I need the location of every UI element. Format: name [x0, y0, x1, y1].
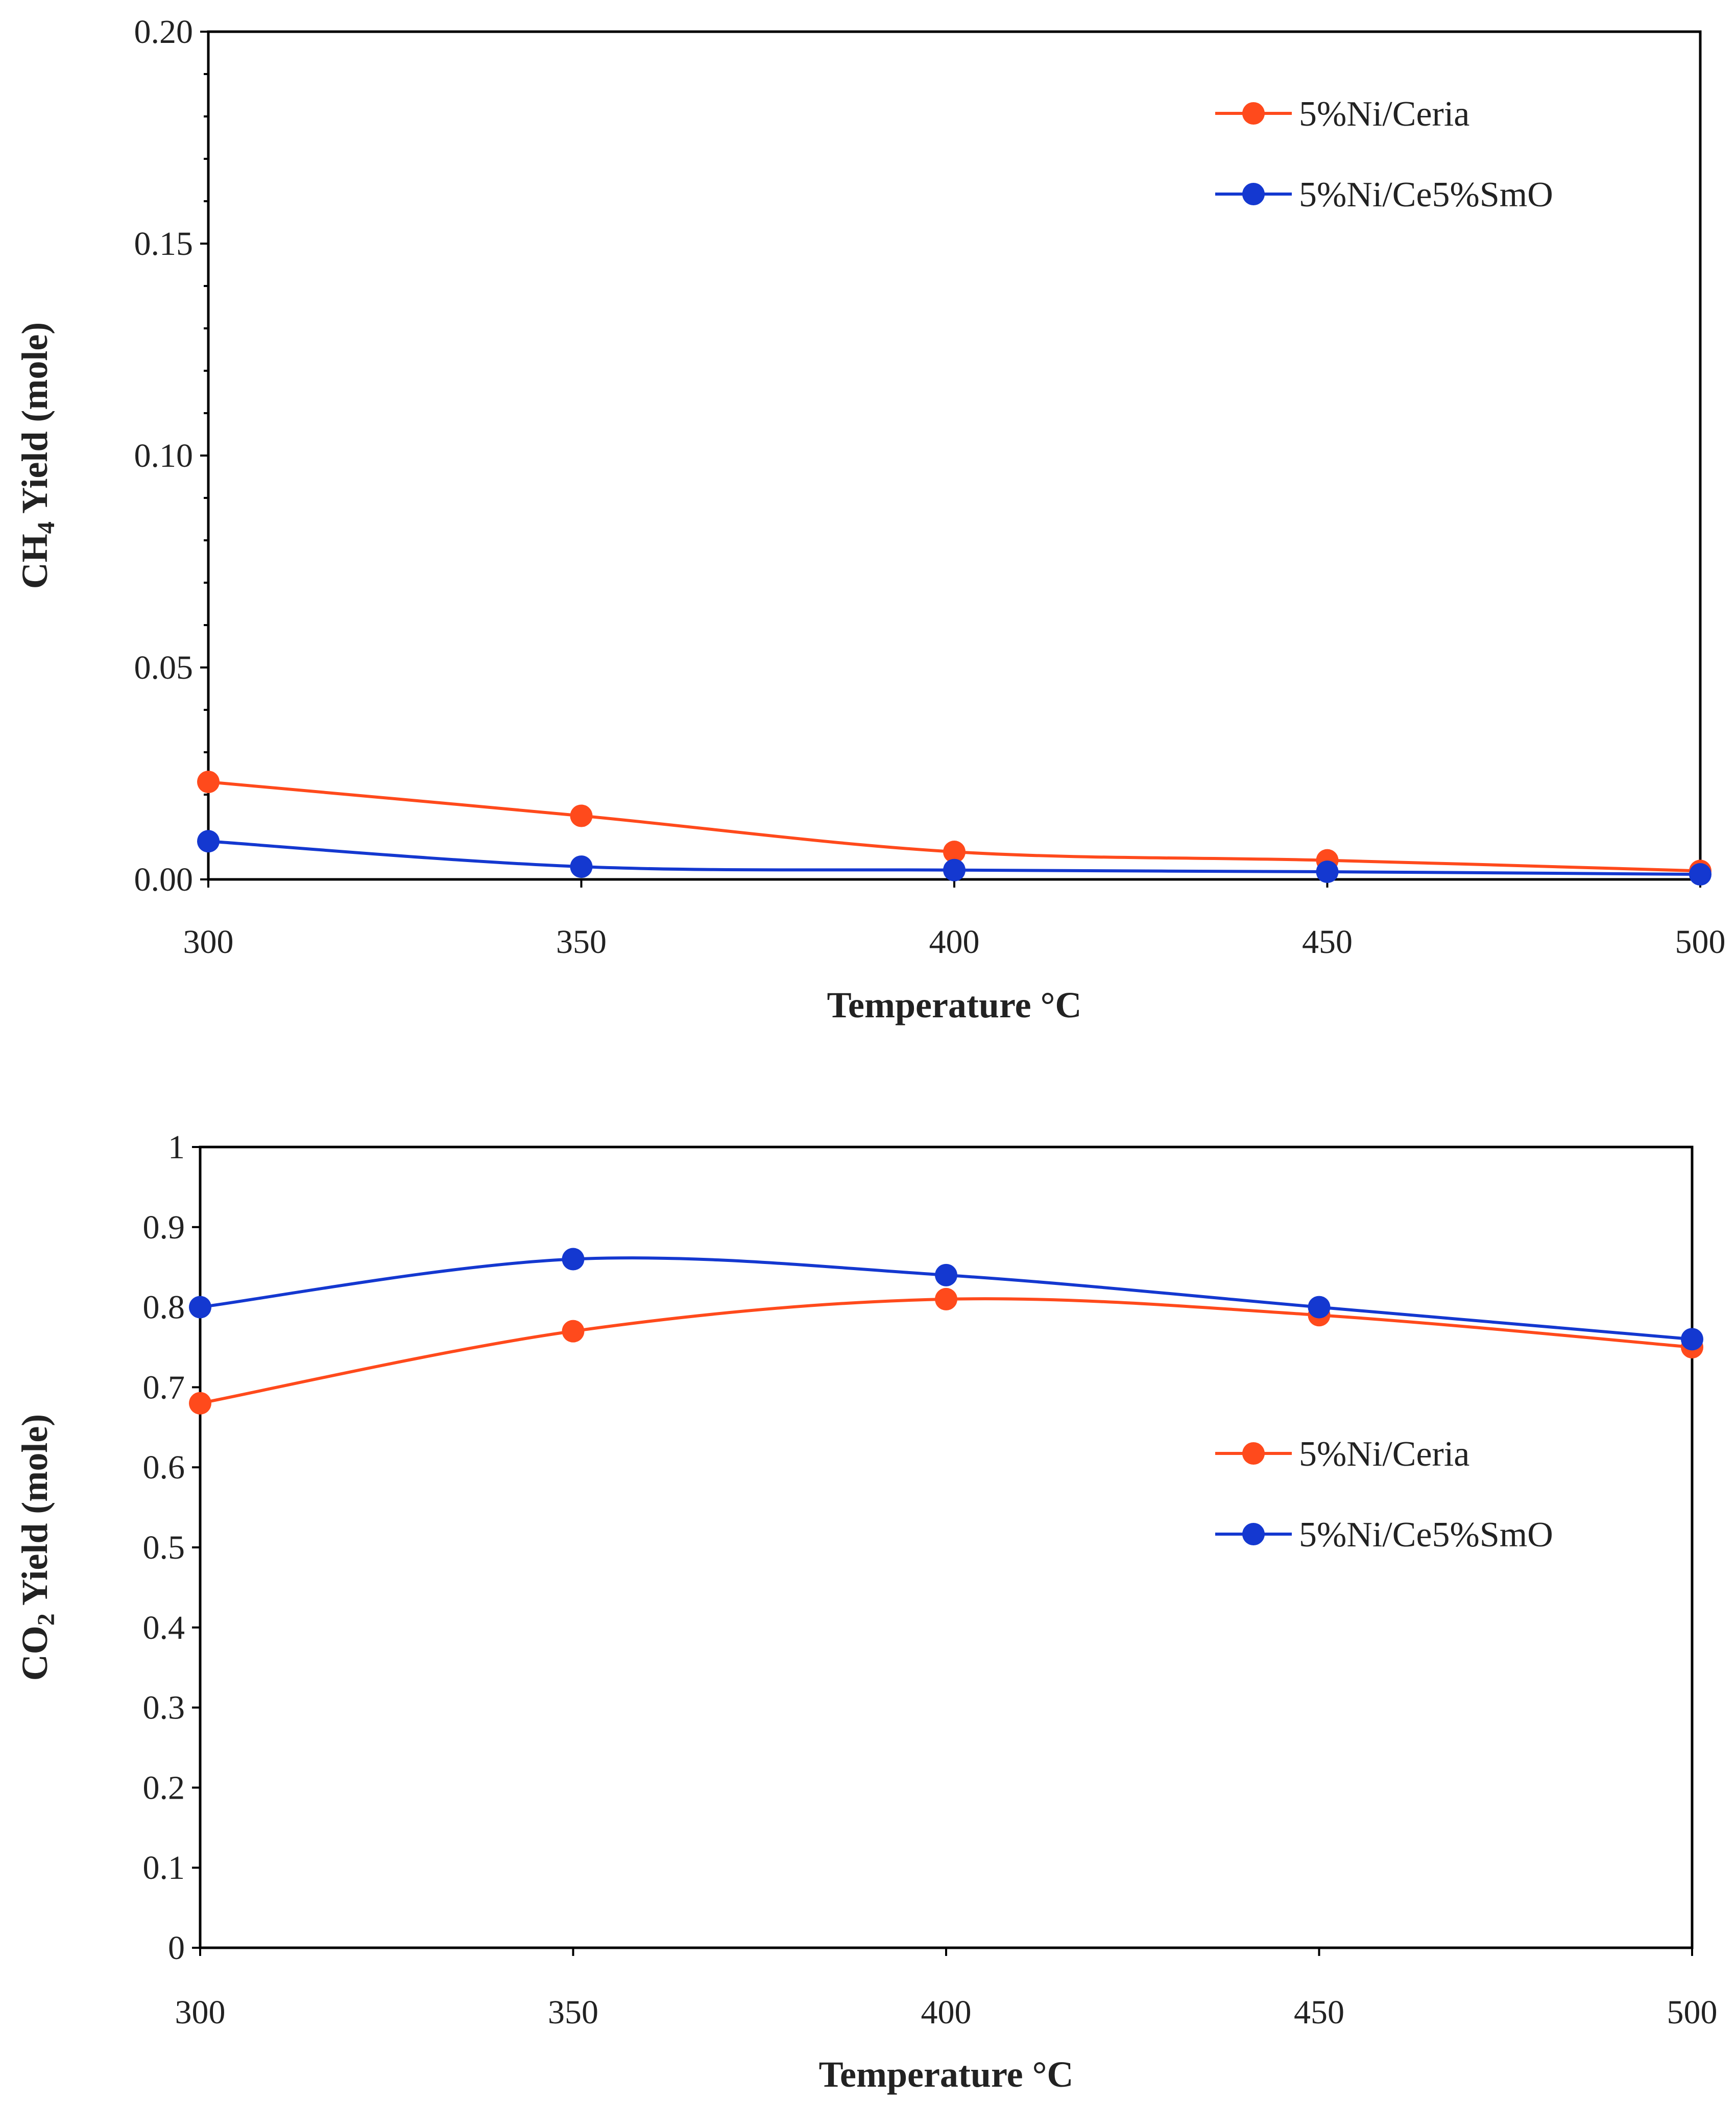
legend-label: 5%Ni/Ceria [1299, 1435, 1469, 1474]
data-point-ce5smo [1308, 1296, 1331, 1319]
y-tick-label: 0.15 [134, 225, 194, 262]
data-point-ce5smo [189, 1296, 211, 1319]
data-point-ceria [570, 804, 593, 827]
x-tick-label: 500 [1667, 1994, 1718, 2031]
y-tick-label: 0.3 [143, 1689, 185, 1727]
data-point-ceria [189, 1392, 211, 1415]
y-tick-label: 0.7 [143, 1369, 185, 1406]
y-tick-label: 1 [168, 1129, 185, 1166]
data-point-ce5smo [943, 858, 966, 881]
legend-marker [1242, 183, 1265, 205]
y-tick-label: 0.05 [134, 649, 194, 686]
data-point-ce5smo [562, 1248, 585, 1271]
legend-label: 5%Ni/Ce5%SmO [1299, 1515, 1553, 1555]
x-tick-label: 500 [1675, 923, 1726, 961]
x-tick-label: 350 [556, 923, 607, 961]
data-point-ceria [562, 1320, 585, 1343]
data-point-ce5smo [197, 830, 220, 853]
legend-marker [1242, 1442, 1265, 1465]
y-tick-label: 0.00 [134, 861, 194, 898]
x-tick-label: 300 [175, 1994, 226, 2031]
legend-marker [1242, 102, 1265, 125]
y-tick-label: 0.6 [143, 1449, 185, 1486]
x-tick-label: 300 [183, 923, 234, 961]
data-point-ce5smo [1316, 861, 1339, 883]
data-point-ceria [197, 771, 220, 794]
data-point-ce5smo [570, 855, 593, 878]
x-tick-label: 450 [1294, 1994, 1344, 2031]
y-axis-title: CO2 Yield (mole) [14, 1414, 60, 1681]
y-tick-label: 0.1 [143, 1849, 185, 1886]
y-tick-label: 0.4 [143, 1609, 185, 1646]
x-tick-label: 450 [1302, 923, 1353, 961]
legend-label: 5%Ni/Ceria [1299, 94, 1469, 134]
data-point-ceria [935, 1287, 957, 1310]
plot-frame [207, 30, 1702, 881]
y-tick-label: 0.20 [134, 13, 194, 51]
co2-yield-chart: 0 0.1 0.2 0.3 0.4 0.5 0.6 0.7 0.8 0.9 1 300 350 400 45… [14, 1129, 1718, 2095]
y-axis-title: CH4 Yield (mole) [14, 322, 60, 589]
y-tick-label: 0.8 [143, 1289, 185, 1326]
data-point-ce5smo [1689, 863, 1711, 886]
data-point-ce5smo [1681, 1328, 1703, 1351]
x-tick-label: 400 [921, 1994, 972, 2031]
series-line-ceria [200, 1297, 1693, 1405]
y-tick-label: 0 [168, 1929, 185, 1967]
y-tick-label: 0.9 [143, 1209, 185, 1246]
x-axis-title: Temperature °C [819, 2054, 1074, 2095]
data-point-ceria [943, 841, 966, 864]
legend-marker [1242, 1523, 1265, 1545]
ch4-yield-chart: 0.00 0.05 0.10 0.15 0.20 300 350 400 450 500 Tempe… [14, 13, 1726, 1025]
y-tick-label: 0.5 [143, 1529, 185, 1566]
data-point-ce5smo [935, 1263, 957, 1286]
y-tick-label: 0.2 [143, 1769, 185, 1806]
x-axis-title: Temperature °C [827, 985, 1082, 1025]
legend-label: 5%Ni/Ce5%SmO [1299, 175, 1553, 214]
y-tick-label: 0.10 [134, 437, 194, 474]
x-tick-label: 350 [548, 1994, 598, 2031]
x-tick-label: 400 [929, 923, 980, 961]
